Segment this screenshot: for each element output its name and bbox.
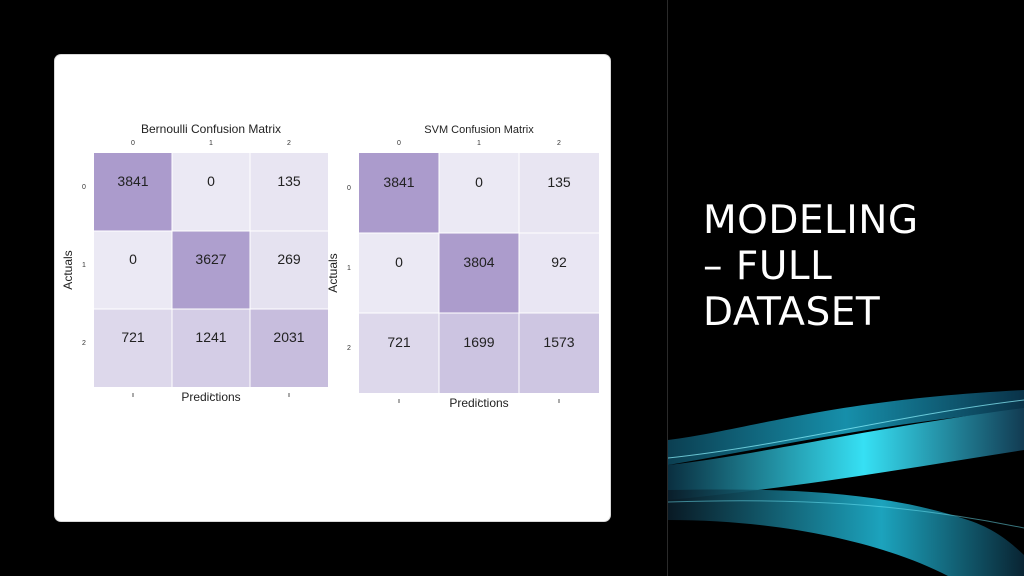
slide-divider: [667, 0, 668, 576]
cell-value-label: 3804: [463, 254, 494, 270]
matrix-cell: [250, 231, 328, 309]
matrix-group: SVM Confusion Matrix 0 1 2 3841 0 135 0 3804 92 72…: [326, 124, 599, 410]
x-tick-label: 1: [209, 140, 213, 147]
y-tick-label: 0: [82, 184, 86, 191]
cell-value-label: 135: [547, 174, 571, 190]
cell-value-label: 0: [475, 174, 483, 190]
x-tick-label: 0: [397, 140, 401, 147]
y-tick-label: 2: [347, 345, 351, 352]
cell-value-label: 1699: [463, 334, 494, 350]
cell-value-label: 0: [129, 251, 137, 267]
chart-title: Bernoulli Confusion Matrix: [141, 122, 281, 136]
y-axis-label: Actuals: [61, 250, 75, 289]
cell-value-label: 135: [277, 173, 301, 189]
matrix-cell: [172, 153, 250, 231]
x-axis-label: Predictions: [181, 390, 240, 404]
matrix-cell: [250, 309, 328, 387]
cell-value-label: 3627: [195, 251, 226, 267]
cell-value-label: 721: [387, 334, 411, 350]
matrix-cell: [439, 233, 519, 313]
x-tick-label: 1: [477, 140, 481, 147]
cell-value-label: 1241: [195, 329, 226, 345]
matrix-cell: [250, 153, 328, 231]
matrix-cell: [519, 313, 599, 393]
cell-value-label: 721: [121, 329, 145, 345]
matrix-cell: [519, 233, 599, 313]
slide-title-line-1: MODELING: [703, 198, 919, 243]
cell-value-label: 3841: [117, 173, 148, 189]
slide-title-line-3: DATASET: [703, 290, 881, 335]
matrix-cell: [94, 309, 172, 387]
chart-title: SVM Confusion Matrix: [424, 124, 534, 136]
y-axis-label: Actuals: [326, 253, 340, 292]
matrix-cell: [172, 309, 250, 387]
x-tick-label: 2: [287, 140, 291, 147]
matrix-cell: [94, 153, 172, 231]
matrix-cell: [359, 233, 439, 313]
y-tick-label: 0: [347, 185, 351, 192]
cell-value-label: 0: [207, 173, 215, 189]
y-tick-label: 1: [347, 265, 351, 272]
matrix-cell: [439, 153, 519, 233]
slide-title: MODELING – FULL DATASET: [703, 198, 1003, 336]
y-tick-label: 1: [82, 262, 86, 269]
matrix-cell: [359, 313, 439, 393]
cell-value-label: 2031: [273, 329, 304, 345]
cell-value-label: 1573: [543, 334, 574, 350]
cell-value-label: 0: [395, 254, 403, 270]
x-tick-label: 0: [131, 140, 135, 147]
cell-value-label: 269: [277, 251, 301, 267]
x-axis-label: Predictions: [449, 396, 508, 410]
matrix-cell: [439, 313, 519, 393]
matrix-cell: [172, 231, 250, 309]
cell-value-label: 92: [551, 254, 567, 270]
matrix-cell: [359, 153, 439, 233]
matrix-group: Bernoulli Confusion Matrix 0 1 2 3841 0 135 0 36…: [61, 122, 328, 404]
matrix-cell: [94, 231, 172, 309]
x-tick-label: 2: [557, 140, 561, 147]
y-tick-label: 2: [82, 340, 86, 347]
matrix-cell: [519, 153, 599, 233]
decorative-wave: [668, 390, 1024, 576]
slide-title-line-2: – FULL: [703, 244, 833, 289]
cell-value-label: 3841: [383, 174, 414, 190]
